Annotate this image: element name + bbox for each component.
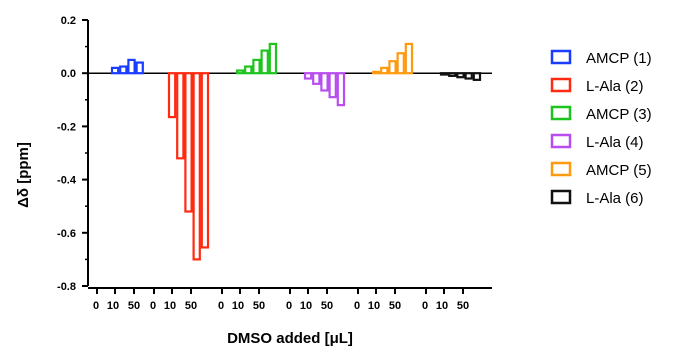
x-tick-label: 0 [218,300,224,312]
legend-swatch [550,161,572,177]
x-axis-title: DMSO added [μL] [227,330,353,347]
bar [135,61,144,75]
bar [303,72,313,80]
y-tick-label: 0.2 [61,15,76,27]
bar [184,72,193,213]
bar-group [439,72,482,81]
bar [328,72,337,99]
y-tick-label: -0.8 [57,281,76,293]
bars [110,42,482,261]
legend-swatch [550,77,572,93]
y-axis-title: Δδ [ppm] [15,142,32,208]
bar [176,72,185,160]
x-axis: 0 10 50 0 10 50 0 10 50 0 10 50 0 10 50 0 10 50 [88,287,492,312]
x-tick-label: 10 [107,300,119,312]
y-axis: 0.2 0.0 -0.2 -0.4 -0.6 -0.8 [57,15,492,293]
x-tick-label: 10 [436,300,448,312]
x-tick-label: 0 [422,300,428,312]
bar [472,72,482,81]
bar [167,72,177,119]
bar-group [303,72,346,107]
x-tick-label: 0 [286,300,292,312]
x-tick-label: 10 [232,300,244,312]
bar [404,42,414,75]
x-tick-label: 10 [300,300,312,312]
x-tick-label: 50 [253,300,265,312]
bar [252,58,261,75]
legend-swatch [550,49,572,65]
x-tick-label: 10 [164,300,176,312]
y-tick-label: -0.2 [57,121,76,133]
bar [110,66,120,75]
legend: AMCP (1) L-Ala (2) AMCP (3) L-Ala (4) AMCP (… [550,49,652,207]
bar [396,52,405,75]
bar [388,60,397,75]
bar-group [167,72,210,261]
bar [192,72,201,261]
bar [448,72,457,77]
legend-label: L-Ala (6) [586,190,644,207]
x-tick-label: 0 [150,300,156,312]
bar [235,69,245,75]
bar [464,72,473,80]
legend-swatch [550,105,572,121]
legend-swatch [550,189,572,205]
bar [380,66,389,75]
legend-label: L-Ala (4) [586,134,644,151]
bar [336,72,346,107]
bar [127,58,136,75]
legend-label: L-Ala (2) [586,78,644,95]
x-tick-label: 50 [185,300,197,312]
legend-swatch [550,133,572,149]
bar [320,72,329,92]
bar-group [235,42,278,75]
legend-label: AMCP (3) [586,106,652,123]
x-tick-label: 50 [457,300,469,312]
bar-group [110,58,144,75]
x-tick-label: 50 [321,300,333,312]
bar [260,49,269,75]
bar [456,72,465,79]
y-tick-label: -0.4 [57,175,77,187]
x-tick-label: 50 [128,300,140,312]
bar [200,72,210,249]
x-tick-label: 0 [93,300,99,312]
y-tick-label: 0.0 [61,68,76,80]
bar [371,70,381,75]
legend-label: AMCP (1) [586,50,652,67]
x-tick-label: 50 [389,300,401,312]
bar [312,72,321,85]
x-tick-label: 10 [368,300,380,312]
legend-label: AMCP (5) [586,162,652,179]
bar [268,42,278,75]
bar [439,72,449,76]
y-tick-label: -0.6 [57,228,76,240]
x-tick-label: 0 [354,300,360,312]
bar [119,65,128,75]
bar [244,65,253,75]
bar-group [371,42,414,75]
